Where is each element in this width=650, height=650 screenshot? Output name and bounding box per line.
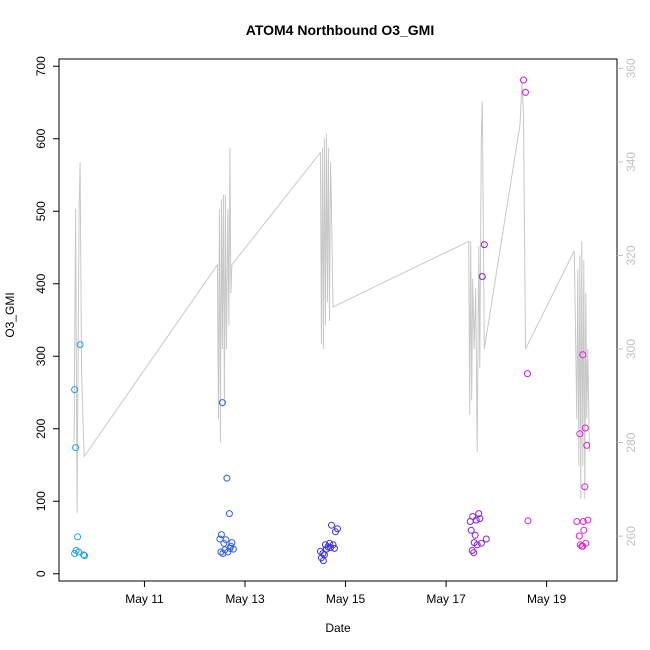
x-tick-label: May 17 xyxy=(426,592,466,606)
y-tick-label: 700 xyxy=(34,56,48,76)
y-tick-label: 600 xyxy=(34,128,48,148)
scatter-point xyxy=(579,518,587,525)
y-tick-label: 200 xyxy=(34,418,48,438)
scatter-point xyxy=(482,535,490,543)
scatter-point xyxy=(467,526,475,534)
scatter-point xyxy=(228,539,236,547)
scatter-point xyxy=(224,548,232,556)
scatter-point xyxy=(476,515,484,523)
y-tick-label: 0 xyxy=(34,570,48,577)
x-axis: May 11 May 13 May 15 May 17 May 19 xyxy=(125,581,567,606)
plot-frame xyxy=(58,58,618,582)
scatter-point xyxy=(581,483,589,491)
y-tick-label: 100 xyxy=(34,491,48,511)
scatter-point xyxy=(319,550,327,557)
scatter-point xyxy=(524,517,532,525)
y-axis: 0 100 200 300 400 500 600 700 xyxy=(34,56,59,577)
y2-tick-label: 360 xyxy=(624,58,638,78)
scatter-point xyxy=(331,544,338,552)
line-series xyxy=(73,82,590,513)
scatter-point xyxy=(580,526,588,534)
scatter-point xyxy=(217,531,225,539)
scatter-point xyxy=(329,541,337,549)
x-tick-label: May 19 xyxy=(527,592,567,606)
scatter-point xyxy=(576,430,584,438)
scatter-point xyxy=(524,370,531,378)
scatter-point xyxy=(473,541,481,549)
scatter-point xyxy=(579,542,587,550)
scatter-point xyxy=(219,550,227,557)
y2-tick-label: 320 xyxy=(624,245,638,265)
scatter-point xyxy=(470,549,478,557)
scatter-point xyxy=(326,539,333,547)
scatter-point xyxy=(579,351,587,359)
scatter-point xyxy=(80,551,88,559)
scatter-point xyxy=(71,386,79,394)
scatter-point xyxy=(81,552,89,560)
right-y-axis: 260 280 300 320 340 360 xyxy=(617,58,638,546)
scatter-point xyxy=(573,518,581,525)
scatter-point xyxy=(520,76,527,84)
scatter-point xyxy=(75,548,83,556)
scatter-point xyxy=(74,533,82,541)
scatter-point xyxy=(223,474,231,482)
y-tick-label: 300 xyxy=(34,346,48,366)
scatter-point xyxy=(480,241,488,249)
scatter-point xyxy=(469,513,477,520)
x-axis-label: Date xyxy=(325,621,351,635)
scatter-point xyxy=(222,536,230,544)
y-tick-label: 400 xyxy=(34,273,48,293)
scatter-point xyxy=(475,510,483,518)
y2-tick-label: 340 xyxy=(624,152,638,172)
scatter-point xyxy=(581,424,589,432)
y2-tick-label: 260 xyxy=(624,526,638,546)
x-tick-label: May 15 xyxy=(326,592,366,606)
scatter-point xyxy=(225,510,233,518)
scatter-point xyxy=(218,399,226,407)
chart-title: ATOM4 Northbound O3_GMI xyxy=(246,22,434,38)
y2-tick-label: 280 xyxy=(624,432,638,452)
y-tick-label: 500 xyxy=(34,201,48,221)
scatter-point xyxy=(477,539,485,547)
scatter-series xyxy=(71,76,592,565)
scatter-point xyxy=(471,531,479,539)
scatter-point xyxy=(217,548,225,556)
scatter-point xyxy=(72,444,80,452)
scatter-point xyxy=(472,516,480,524)
scatter-point xyxy=(583,441,591,449)
scatter-point xyxy=(522,88,529,96)
scatter-point xyxy=(220,539,228,547)
scatter-point xyxy=(478,273,486,280)
scatter-point xyxy=(575,532,583,540)
y2-tick-label: 300 xyxy=(624,339,638,359)
scatter-point xyxy=(584,516,592,524)
line-path xyxy=(73,82,590,513)
y-axis-label: O3_GMI xyxy=(3,292,17,337)
x-tick-label: May 13 xyxy=(225,592,265,606)
scatter-point xyxy=(76,341,84,349)
scatter-point xyxy=(334,525,341,533)
x-tick-label: May 11 xyxy=(125,592,164,606)
scatter-point xyxy=(328,521,335,529)
scatter-point xyxy=(227,542,235,550)
